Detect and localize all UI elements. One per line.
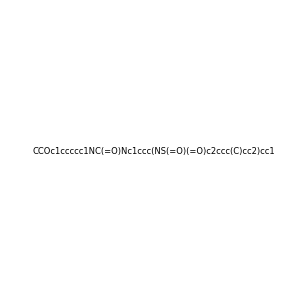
Text: CCOc1ccccc1NC(=O)Nc1ccc(NS(=O)(=O)c2ccc(C)cc2)cc1: CCOc1ccccc1NC(=O)Nc1ccc(NS(=O)(=O)c2ccc(…	[32, 147, 275, 156]
